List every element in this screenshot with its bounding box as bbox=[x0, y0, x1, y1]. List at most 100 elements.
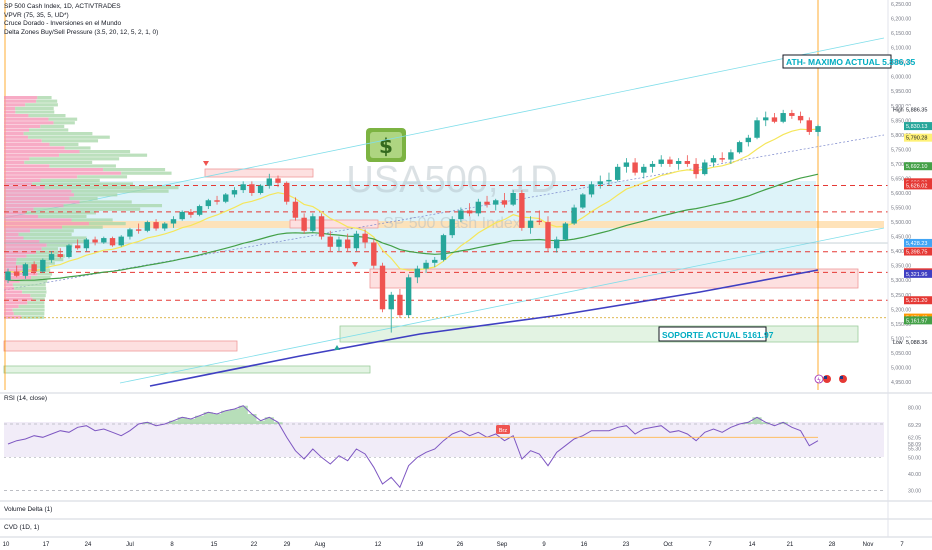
profile-bar bbox=[4, 290, 23, 294]
profile-bar bbox=[39, 240, 89, 244]
candle-body bbox=[388, 294, 394, 310]
candle-body bbox=[641, 166, 647, 173]
profile-bar bbox=[4, 214, 39, 218]
profile-bar bbox=[4, 222, 90, 226]
rsi-tick-label: 40.00 bbox=[908, 472, 921, 478]
profile-bar bbox=[16, 261, 55, 265]
price-tick-label: 5,600.00 bbox=[891, 191, 911, 197]
candle-body bbox=[144, 222, 151, 231]
chart-legend: SP 500 Cash Index, 1D, ACTIVTRADES VPVR … bbox=[4, 3, 158, 37]
time-tick-label: 10 bbox=[3, 542, 10, 548]
candle-body bbox=[284, 182, 290, 202]
candle-body bbox=[815, 126, 821, 132]
time-axis[interactable]: 10 17 24 Jul 8 15 22 29 Aug 12 19 26 Sep 9 16 23 Oct 7 14 2… bbox=[3, 542, 905, 548]
profile-bar bbox=[4, 178, 41, 182]
rsi-tick-label: 55.30 bbox=[908, 447, 921, 453]
price-label: 5,231.20 bbox=[906, 298, 927, 304]
rsi-line bbox=[7, 405, 819, 489]
profile-bar bbox=[4, 168, 104, 172]
price-tick-label: 5,550.00 bbox=[891, 206, 911, 212]
profile-bar bbox=[4, 240, 40, 244]
candle-body bbox=[162, 223, 168, 229]
legend-line-3[interactable]: Delta Zones Buy/Sell Pressure (3.5, 20, … bbox=[4, 28, 159, 36]
profile-bar bbox=[4, 142, 50, 146]
candle-body bbox=[458, 210, 464, 220]
candle-body bbox=[214, 200, 220, 202]
candle-body bbox=[667, 159, 673, 164]
events-icons[interactable]: ϟ bbox=[814, 374, 847, 384]
candle-body bbox=[623, 162, 630, 167]
profile-bar bbox=[4, 110, 16, 114]
candle-body bbox=[371, 242, 377, 266]
candle-body bbox=[74, 245, 81, 249]
candle-body bbox=[405, 277, 412, 316]
candle-body bbox=[588, 184, 595, 195]
time-tick-label: 26 bbox=[457, 542, 464, 548]
profile-bar bbox=[28, 114, 66, 118]
profile-bar bbox=[48, 117, 78, 121]
candle-body bbox=[806, 120, 812, 132]
profile-bar bbox=[12, 283, 46, 287]
price-label: 5,321.96 bbox=[906, 272, 927, 278]
candle-body bbox=[205, 200, 212, 207]
price-label-bg bbox=[904, 296, 932, 305]
price-tick-label: 6,100.00 bbox=[891, 46, 911, 52]
candle-body bbox=[31, 264, 37, 272]
profile-bar bbox=[25, 103, 58, 107]
profile-bar bbox=[77, 175, 128, 179]
profile-bar bbox=[23, 132, 93, 136]
profile-bar bbox=[28, 135, 110, 139]
profile-bar bbox=[4, 200, 80, 204]
candle-body bbox=[257, 185, 264, 193]
profile-bar bbox=[4, 146, 65, 150]
price-tick-label: 5,500.00 bbox=[891, 220, 911, 226]
legend-line-2[interactable]: Cruce Dorado - Inversiones en el Mundo bbox=[4, 20, 122, 28]
profile-bar bbox=[4, 189, 72, 193]
legend-line-1[interactable]: VPVR (75, 35, 5, UD*) bbox=[4, 11, 69, 19]
profile-bar bbox=[4, 150, 80, 154]
profile-bar bbox=[4, 211, 26, 215]
ath-callout[interactable]: ATH- MAXIMO ACTUAL 5.886,35 bbox=[782, 54, 916, 69]
profile-bar bbox=[4, 236, 24, 240]
price-tick-label: 6,050.00 bbox=[891, 60, 911, 66]
profile-bar bbox=[23, 236, 87, 240]
profile-bar bbox=[19, 279, 48, 283]
candle-body bbox=[231, 190, 238, 195]
candle-body bbox=[223, 194, 229, 202]
cvd-pane-label[interactable]: CVD (1D, 1) bbox=[4, 524, 40, 531]
time-tick-label: 19 bbox=[417, 542, 424, 548]
profile-bar bbox=[41, 139, 99, 143]
rsi-pane-label[interactable]: RSI (14, close) bbox=[4, 395, 47, 402]
candle-body bbox=[353, 233, 360, 249]
time-tick-label: Jul bbox=[126, 542, 134, 548]
moving-averages bbox=[7, 128, 819, 387]
profile-bar bbox=[4, 171, 122, 175]
time-tick-label: 8 bbox=[170, 542, 174, 548]
profile-bar bbox=[4, 312, 14, 316]
candle-body bbox=[736, 142, 743, 153]
red-zone-low bbox=[3, 340, 238, 352]
candle-body bbox=[432, 259, 438, 263]
profile-bar bbox=[4, 272, 38, 276]
profile-bar bbox=[30, 294, 46, 298]
support-callout[interactable]: SOPORTE ACTUAL 5161.97 bbox=[658, 326, 774, 342]
profile-bar bbox=[30, 229, 74, 233]
legend-title[interactable]: SP 500 Cash Index, 1D, ACTIVTRADES bbox=[4, 3, 121, 10]
profile-bar bbox=[35, 250, 59, 254]
rsi-tick-label: 50.00 bbox=[908, 455, 921, 461]
candle-body bbox=[118, 236, 124, 246]
volume-delta-pane-label[interactable]: Volume Delta (1) bbox=[4, 506, 53, 513]
profile-bar bbox=[4, 243, 47, 247]
rsi-tick-label: 30.00 bbox=[908, 489, 921, 495]
profile-bar bbox=[64, 146, 91, 150]
candle-body bbox=[397, 294, 403, 316]
profile-bar bbox=[4, 164, 50, 168]
profile-bar bbox=[4, 207, 34, 211]
triangle-down-marker bbox=[203, 161, 209, 166]
price-label: 5,088.36 bbox=[906, 340, 927, 346]
price-axis[interactable]: 6,250.00 6,200.00 6,150.00 6,100.00 6,050.00… bbox=[891, 2, 932, 495]
candle-body bbox=[449, 219, 455, 236]
candle-body bbox=[745, 137, 752, 143]
profile-bar bbox=[29, 157, 120, 161]
